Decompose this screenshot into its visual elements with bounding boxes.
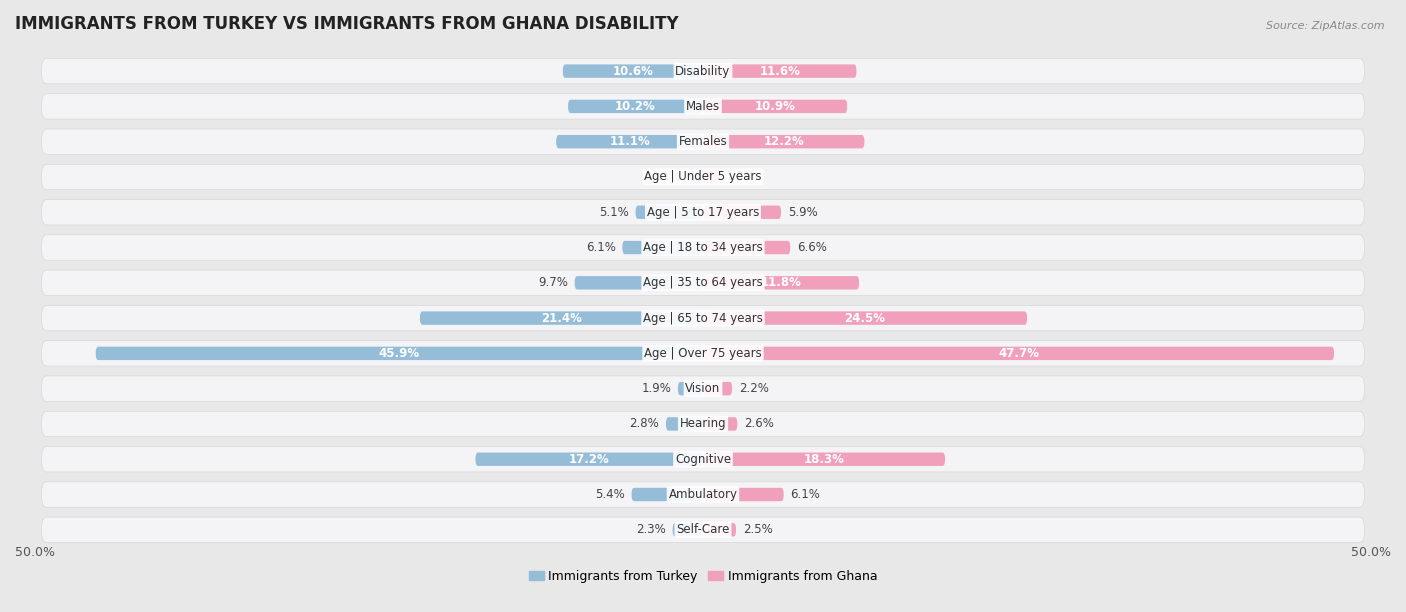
Text: 2.3%: 2.3%: [636, 523, 666, 536]
FancyBboxPatch shape: [475, 452, 703, 466]
Text: Age | 35 to 64 years: Age | 35 to 64 years: [643, 276, 763, 289]
Text: 50.0%: 50.0%: [15, 547, 55, 559]
Text: 2.8%: 2.8%: [630, 417, 659, 430]
FancyBboxPatch shape: [703, 523, 737, 537]
FancyBboxPatch shape: [703, 170, 718, 184]
Text: Females: Females: [679, 135, 727, 148]
FancyBboxPatch shape: [636, 206, 703, 219]
Text: Age | Under 5 years: Age | Under 5 years: [644, 171, 762, 184]
FancyBboxPatch shape: [41, 447, 1365, 472]
FancyBboxPatch shape: [41, 517, 1365, 542]
FancyBboxPatch shape: [703, 346, 1334, 360]
FancyBboxPatch shape: [420, 312, 703, 325]
Text: 10.9%: 10.9%: [755, 100, 796, 113]
Text: 11.1%: 11.1%: [609, 135, 650, 148]
Text: Age | 65 to 74 years: Age | 65 to 74 years: [643, 312, 763, 324]
Text: 17.2%: 17.2%: [569, 453, 610, 466]
Text: Age | 18 to 34 years: Age | 18 to 34 years: [643, 241, 763, 254]
Text: Age | Over 75 years: Age | Over 75 years: [644, 347, 762, 360]
FancyBboxPatch shape: [41, 411, 1365, 436]
FancyBboxPatch shape: [41, 164, 1365, 190]
Text: 11.6%: 11.6%: [759, 65, 800, 78]
Text: 24.5%: 24.5%: [845, 312, 886, 324]
Text: Vision: Vision: [685, 382, 721, 395]
FancyBboxPatch shape: [703, 100, 848, 113]
FancyBboxPatch shape: [631, 488, 703, 501]
FancyBboxPatch shape: [41, 200, 1365, 225]
Text: 1.1%: 1.1%: [652, 171, 682, 184]
FancyBboxPatch shape: [41, 376, 1365, 401]
Text: Hearing: Hearing: [679, 417, 727, 430]
FancyBboxPatch shape: [41, 58, 1365, 84]
FancyBboxPatch shape: [703, 382, 733, 395]
Text: Disability: Disability: [675, 65, 731, 78]
FancyBboxPatch shape: [703, 417, 737, 431]
Text: 10.6%: 10.6%: [613, 65, 654, 78]
Text: 9.7%: 9.7%: [538, 276, 568, 289]
FancyBboxPatch shape: [703, 276, 859, 289]
FancyBboxPatch shape: [672, 523, 703, 537]
Text: Males: Males: [686, 100, 720, 113]
FancyBboxPatch shape: [41, 482, 1365, 507]
FancyBboxPatch shape: [41, 129, 1365, 154]
Text: 1.9%: 1.9%: [641, 382, 671, 395]
FancyBboxPatch shape: [41, 341, 1365, 366]
FancyBboxPatch shape: [41, 270, 1365, 296]
Text: 6.1%: 6.1%: [790, 488, 820, 501]
FancyBboxPatch shape: [703, 206, 782, 219]
FancyBboxPatch shape: [41, 305, 1365, 331]
FancyBboxPatch shape: [703, 64, 856, 78]
Text: 2.2%: 2.2%: [738, 382, 769, 395]
Text: 2.5%: 2.5%: [742, 523, 772, 536]
Text: Self-Care: Self-Care: [676, 523, 730, 536]
FancyBboxPatch shape: [623, 241, 703, 254]
FancyBboxPatch shape: [678, 382, 703, 395]
Text: 6.6%: 6.6%: [797, 241, 827, 254]
Text: Source: ZipAtlas.com: Source: ZipAtlas.com: [1267, 21, 1385, 31]
FancyBboxPatch shape: [703, 312, 1028, 325]
Text: Age | 5 to 17 years: Age | 5 to 17 years: [647, 206, 759, 218]
FancyBboxPatch shape: [562, 64, 703, 78]
FancyBboxPatch shape: [703, 452, 945, 466]
FancyBboxPatch shape: [703, 135, 865, 148]
Text: 21.4%: 21.4%: [541, 312, 582, 324]
Text: 6.1%: 6.1%: [586, 241, 616, 254]
Text: IMMIGRANTS FROM TURKEY VS IMMIGRANTS FROM GHANA DISABILITY: IMMIGRANTS FROM TURKEY VS IMMIGRANTS FRO…: [15, 15, 679, 33]
FancyBboxPatch shape: [703, 241, 790, 254]
FancyBboxPatch shape: [568, 100, 703, 113]
Text: 1.2%: 1.2%: [725, 171, 755, 184]
Text: 5.1%: 5.1%: [599, 206, 628, 218]
Text: 47.7%: 47.7%: [998, 347, 1039, 360]
FancyBboxPatch shape: [41, 94, 1365, 119]
Text: Ambulatory: Ambulatory: [668, 488, 738, 501]
Text: 18.3%: 18.3%: [804, 453, 845, 466]
FancyBboxPatch shape: [703, 488, 783, 501]
FancyBboxPatch shape: [41, 235, 1365, 260]
Text: 2.6%: 2.6%: [744, 417, 773, 430]
Legend: Immigrants from Turkey, Immigrants from Ghana: Immigrants from Turkey, Immigrants from …: [523, 565, 883, 588]
Text: 50.0%: 50.0%: [1351, 547, 1391, 559]
Text: 5.4%: 5.4%: [595, 488, 624, 501]
Text: Cognitive: Cognitive: [675, 453, 731, 466]
Text: 11.8%: 11.8%: [761, 276, 801, 289]
Text: 10.2%: 10.2%: [616, 100, 655, 113]
FancyBboxPatch shape: [96, 346, 703, 360]
Text: 12.2%: 12.2%: [763, 135, 804, 148]
Text: 5.9%: 5.9%: [787, 206, 817, 218]
FancyBboxPatch shape: [689, 170, 703, 184]
Text: 45.9%: 45.9%: [378, 347, 420, 360]
FancyBboxPatch shape: [575, 276, 703, 289]
FancyBboxPatch shape: [666, 417, 703, 431]
FancyBboxPatch shape: [557, 135, 703, 148]
